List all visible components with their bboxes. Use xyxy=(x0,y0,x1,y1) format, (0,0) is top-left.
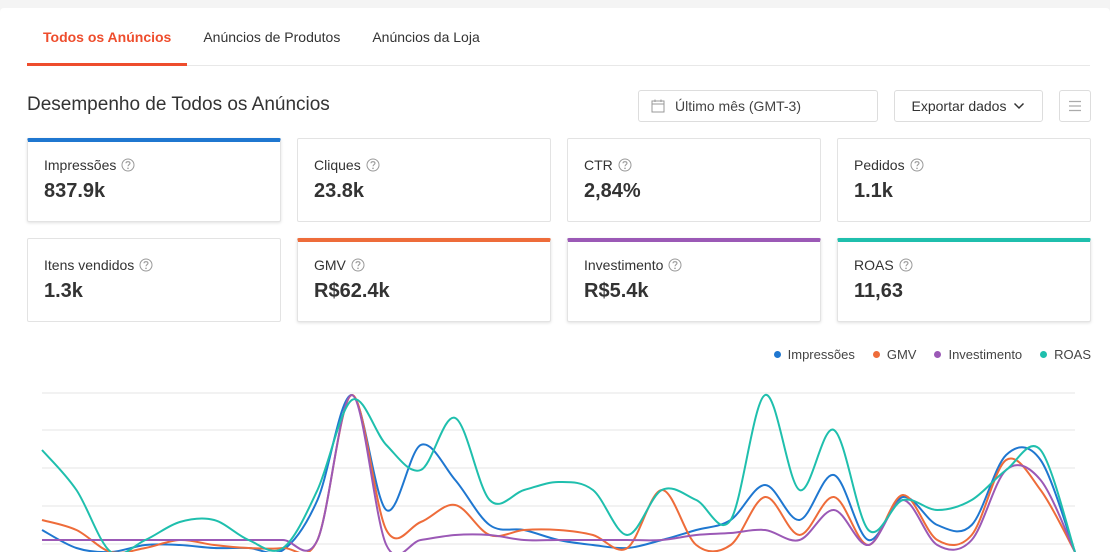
metric-value: R$62.4k xyxy=(314,280,390,302)
metric-label: GMV xyxy=(314,257,346,273)
metric-value: 11,63 xyxy=(854,280,903,302)
help-icon xyxy=(899,258,913,272)
metric-card: Itens vendidos 1.3k xyxy=(27,238,281,322)
help-dot xyxy=(145,267,148,270)
legend-dot xyxy=(934,351,942,359)
section-title: Desempenho de Todos os Anúncios xyxy=(27,94,330,115)
date-filter[interactable]: Último mês (GMT-3) xyxy=(638,90,878,122)
metric-label: Impressões xyxy=(44,157,117,173)
legend-label: GMV xyxy=(886,347,917,362)
metric-card: Investimento R$5.4k xyxy=(567,238,821,322)
metric-label: Itens vendidos xyxy=(44,257,135,273)
tab[interactable]: Anúncios de Produtos xyxy=(203,29,341,45)
menu-icon xyxy=(1069,100,1081,112)
legend-item: ROAS xyxy=(1040,347,1091,362)
series-line xyxy=(41,393,1076,552)
help-mark xyxy=(125,161,131,167)
help-circle xyxy=(351,258,365,272)
metric-label-row: Cliques xyxy=(314,157,534,173)
help-icon xyxy=(366,158,380,172)
help-icon xyxy=(618,158,632,172)
help-mark xyxy=(143,261,149,267)
legend-dot xyxy=(773,351,781,359)
metric-label-row: Investimento xyxy=(584,257,804,273)
metric-card: Pedidos 1.1k xyxy=(837,138,1091,222)
help-circle xyxy=(899,258,913,272)
metric-label-row: Pedidos xyxy=(854,157,1074,173)
help-circle xyxy=(668,258,682,272)
legend: Impressões GMV Investimento ROAS xyxy=(773,347,1091,362)
metric-label-row: ROAS xyxy=(854,257,1074,273)
legend-item: Impressões xyxy=(773,347,855,362)
help-icon xyxy=(121,158,135,172)
help-mark xyxy=(355,261,361,267)
metric-value: 1.1k xyxy=(854,180,893,202)
metric-label: CTR xyxy=(584,157,613,173)
help-circle xyxy=(139,258,153,272)
page: Todos os Anúncios Anúncios de Produtos Anú… xyxy=(0,8,1110,552)
export-text: Exportar dados xyxy=(911,98,1007,114)
menu-button[interactable] xyxy=(1059,90,1091,122)
metric-card: Impressões 837.9k xyxy=(27,138,281,222)
legend-label: ROAS xyxy=(1054,347,1091,362)
help-dot xyxy=(357,267,359,270)
help-dot xyxy=(904,267,907,270)
metric-value: R$5.4k xyxy=(584,280,649,302)
chart xyxy=(41,392,1076,552)
metric-label: Cliques xyxy=(314,157,361,173)
help-mark xyxy=(370,161,376,167)
help-icon xyxy=(139,258,153,272)
metric-card: ROAS 11,63 xyxy=(837,238,1091,322)
metric-value: 1.3k xyxy=(44,280,83,302)
help-icon xyxy=(910,158,924,172)
chevron-icon xyxy=(1014,102,1025,110)
legend-label: Investimento xyxy=(948,347,1023,362)
metric-label-row: CTR xyxy=(584,157,804,173)
legend-item: Investimento xyxy=(934,347,1022,362)
legend-label: Impressões xyxy=(787,347,855,362)
series-line xyxy=(41,393,1076,552)
legend-dot xyxy=(872,351,880,359)
metric-card: CTR 2,84% xyxy=(567,138,821,222)
legend-item: GMV xyxy=(872,347,917,362)
help-dot xyxy=(371,167,374,170)
metric-value: 837.9k xyxy=(44,180,106,202)
help-mark xyxy=(672,261,678,267)
help-dot xyxy=(127,167,130,170)
help-dot xyxy=(674,267,677,270)
help-mark xyxy=(622,161,628,167)
export-button[interactable]: Exportar dados xyxy=(894,90,1043,122)
help-circle xyxy=(910,158,924,172)
tab[interactable]: Anúncios da Loja xyxy=(372,29,480,45)
legend-dot xyxy=(1040,351,1048,359)
metric-label: Investimento xyxy=(584,257,664,273)
help-icon xyxy=(668,258,682,272)
metric-label-row: Itens vendidos xyxy=(44,257,264,273)
metric-card: Cliques 23.8k xyxy=(297,138,551,222)
help-mark xyxy=(914,161,920,167)
calendar-icon xyxy=(651,99,665,113)
metric-label: ROAS xyxy=(854,257,894,273)
help-dot xyxy=(915,167,918,170)
series-line xyxy=(41,393,1076,552)
metric-label-row: Impressões xyxy=(44,157,264,173)
help-mark xyxy=(903,261,909,267)
metric-label-row: GMV xyxy=(314,257,534,273)
metric-label: Pedidos xyxy=(854,157,905,173)
series-line xyxy=(41,394,1076,552)
tab[interactable]: Todos os Anúncios xyxy=(27,8,188,66)
help-dot xyxy=(623,167,626,170)
help-circle xyxy=(121,158,135,172)
date-text: Último mês (GMT-3) xyxy=(675,98,801,114)
help-circle xyxy=(618,158,632,172)
help-icon xyxy=(351,258,365,272)
metric-value: 2,84% xyxy=(584,180,641,202)
metric-card: GMV R$62.4k xyxy=(297,238,551,322)
help-circle xyxy=(366,158,380,172)
metric-value: 23.8k xyxy=(314,180,365,202)
tabs: Todos os Anúncios Anúncios de Produtos Anú… xyxy=(27,8,1090,66)
